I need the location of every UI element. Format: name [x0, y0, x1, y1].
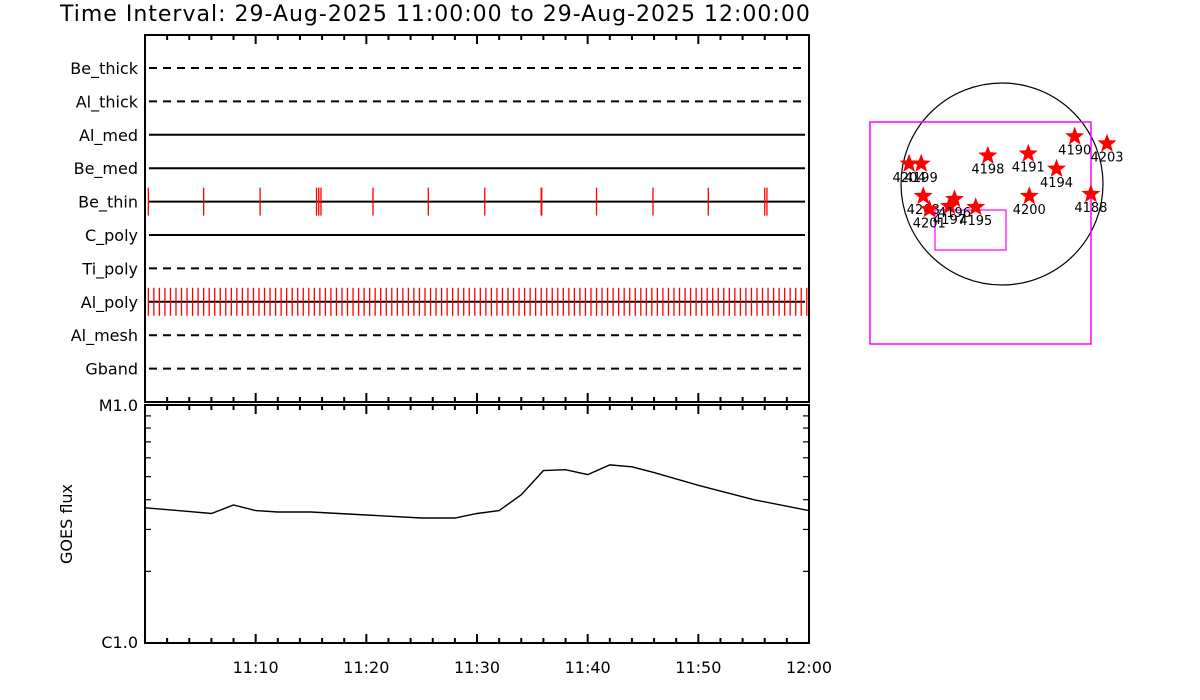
x-tick-label: 11:10 [233, 658, 279, 677]
channel-label-ti_poly: Ti_poly [81, 259, 138, 279]
x-tick-label: 11:50 [675, 658, 721, 677]
goes-flux-line [144, 464, 810, 519]
goes-flux-panel: M1.0 C1.0 GOES flux [57, 396, 810, 652]
active-region-star [978, 145, 998, 164]
sub-field-box [934, 209, 1007, 251]
chart-title: Time Interval: 29-Aug-2025 11:00:00 to 2… [60, 2, 811, 27]
active-region-label: 4200 [1013, 203, 1046, 218]
active-region-star [1047, 158, 1067, 177]
channel-label-be_med: Be_med [74, 159, 138, 179]
channel-label-c_poly: C_poly [85, 226, 138, 246]
y-tick-label-bottom: C1.0 [101, 633, 138, 652]
active-region-label: 4190 [1058, 144, 1091, 159]
active-region-star [966, 197, 986, 216]
active-region-label: 4196 [938, 206, 971, 221]
channel-label-be_thin: Be_thin [78, 193, 138, 213]
time-axis: 11:10 11:20 11:30 11:40 11:50 12:00 [144, 35, 832, 677]
active-region-label: 4195 [959, 214, 992, 229]
channel-label-al_mesh: Al_mesh [71, 326, 138, 346]
active-region-label: 4204 [893, 171, 926, 186]
active-region-star [911, 153, 931, 172]
active-region-star [1018, 143, 1038, 162]
goes-frame [144, 404, 810, 644]
channel-label-al_poly: Al_poly [81, 293, 138, 313]
active-region-label: 4188 [1074, 201, 1107, 216]
channel-label-al_thick: Al_thick [76, 92, 139, 112]
channel-label-al_med: Al_med [79, 126, 138, 146]
active-region-label: 4199 [905, 171, 938, 186]
y-tick-label-top: M1.0 [99, 396, 138, 415]
active-region-label: 4201 [913, 216, 946, 231]
field-of-view-box [869, 121, 1092, 345]
active-region-label: 4203 [1090, 151, 1123, 166]
active-region-star [945, 189, 964, 208]
channel-label-be_thick: Be_thick [70, 59, 138, 79]
active-region-star [919, 199, 939, 218]
channel-label-gband: Gband [85, 360, 138, 379]
active-region-star [1019, 186, 1039, 205]
active-region-label: 4197 [933, 213, 966, 228]
active-region-label: 4191 [1012, 161, 1045, 176]
active-region-star [1097, 133, 1117, 152]
x-tick-label: 12:00 [786, 658, 832, 677]
solar-limb [900, 82, 1104, 286]
x-tick-label: 11:20 [343, 658, 389, 677]
active-region-star [913, 186, 933, 205]
active-region-star [1065, 126, 1085, 145]
active-region-star [899, 153, 919, 172]
x-tick-label: 11:30 [454, 658, 500, 677]
event-timeline-panel: Be_thick Al_thick Al_med Be_med Be_thin C_pol… [70, 34, 810, 403]
active-region-label: 4194 [1040, 176, 1073, 191]
y-axis-label: GOES flux [57, 484, 76, 564]
active-region-star [1081, 184, 1101, 203]
x-tick-label: 11:40 [565, 658, 611, 677]
timeline-frame [144, 34, 810, 403]
active-region-label: 4198 [971, 163, 1004, 178]
